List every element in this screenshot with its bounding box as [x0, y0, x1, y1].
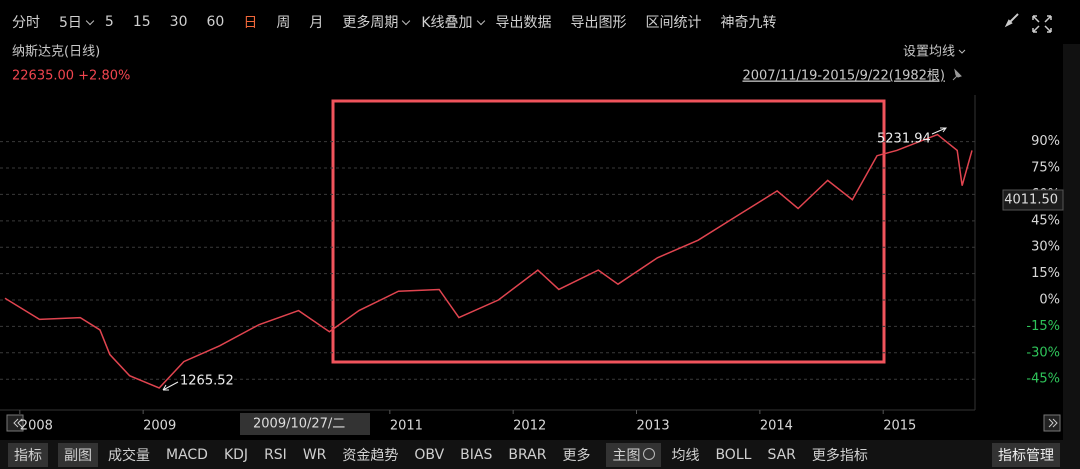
x-tick-label: 2012 — [513, 419, 546, 434]
highlight-box — [331, 99, 886, 364]
fullscreen-icon[interactable] — [1032, 15, 1052, 33]
period-button[interactable]: 15 — [132, 14, 151, 30]
low-label: 1265.52 — [180, 374, 234, 389]
y-tick-label: 15% — [1031, 266, 1060, 281]
price-label: 4011.50 — [1004, 193, 1058, 208]
indicator-button[interactable]: BRAR — [508, 446, 547, 463]
caret — [476, 16, 485, 26]
caret — [85, 16, 95, 26]
period-toolbar: 分时 5日 5 15 30 60 日 周 月 更多周期 K线叠加 导出数据 导出图形 区间统计 神奇九转 — [0, 0, 1080, 44]
indicator-button[interactable]: 均线 — [671, 447, 700, 464]
indicator-button[interactable]: BIAS — [460, 446, 493, 463]
x-tick-label: 2009 — [143, 419, 176, 434]
period-button[interactable]: 周 — [276, 15, 291, 31]
y-tick-label: -30% — [1026, 345, 1060, 360]
indicator-button[interactable]: BOLL — [715, 446, 752, 463]
indicator-button[interactable]: 主图 — [606, 442, 662, 467]
period-button[interactable]: 更多周期 — [342, 12, 411, 32]
caret — [402, 16, 411, 26]
scroll-left-icon — [13, 418, 23, 428]
x-tick-label: 2014 — [760, 419, 793, 434]
indicator-button[interactable]: 副图 — [58, 442, 98, 467]
pin-icon[interactable] — [952, 68, 962, 81]
y-tick-label: -45% — [1026, 372, 1060, 387]
period-button[interactable]: 60 — [206, 14, 225, 30]
scroll-right[interactable] — [1043, 414, 1061, 432]
y-tick-label: 45% — [1031, 213, 1060, 228]
y-tick-label: 0% — [1039, 293, 1060, 308]
period-button[interactable]: 30 — [169, 14, 188, 30]
x-tick-label: 2011 — [390, 419, 423, 434]
x-tick-label: 2015 — [883, 419, 916, 434]
indicator-button[interactable]: OBV — [414, 446, 445, 463]
side-panel — [1063, 44, 1080, 440]
brush-icon[interactable] — [1004, 13, 1019, 28]
period-button[interactable]: 导出图形 — [570, 15, 627, 31]
period-button[interactable]: K线叠加 — [421, 12, 485, 32]
period-button[interactable]: 5日 — [59, 12, 95, 32]
scroll-left[interactable] — [6, 414, 24, 432]
y-tick-label: 75% — [1031, 161, 1060, 176]
instrument-name: 纳斯达克(日线) — [12, 45, 100, 60]
ma-setting[interactable]: 设置均线 — [903, 45, 955, 60]
indicator-button[interactable]: WR — [302, 446, 327, 463]
price-box — [1002, 189, 1064, 211]
period-button[interactable]: 分时 — [12, 15, 40, 31]
indicator-button[interactable]: MACD — [166, 446, 208, 463]
period-button[interactable]: 5 — [104, 14, 114, 30]
y-tick-label: 30% — [1031, 240, 1060, 255]
y-tick-label: 90% — [1031, 134, 1060, 149]
indicator-button[interactable]: SAR — [767, 446, 796, 463]
help-icon — [643, 447, 656, 460]
x-tick-label: 2013 — [637, 419, 670, 434]
period-button[interactable]: 神奇九转 — [720, 15, 777, 31]
caret — [958, 49, 966, 54]
cursor-box — [240, 413, 370, 435]
price-line — [4, 133, 973, 389]
period-button[interactable]: 日 — [243, 15, 258, 31]
scroll-right-icon — [1048, 418, 1058, 428]
high-arrow — [931, 127, 947, 135]
indicator-button[interactable]: KDJ — [223, 446, 249, 463]
indicator-button[interactable]: RSI — [264, 446, 287, 463]
period-button[interactable]: 月 — [309, 15, 324, 31]
indicator-button[interactable]: 资金趋势 — [342, 447, 399, 464]
period-button[interactable]: 区间统计 — [645, 15, 702, 31]
y-tick-label: -15% — [1026, 319, 1060, 334]
indicator-button[interactable]: 更多指标 — [811, 447, 868, 464]
indicator-button[interactable]: 指标 — [8, 442, 48, 467]
cursor-label: 2009/10/27/二 — [253, 417, 345, 432]
indicator-button[interactable]: 更多 — [562, 447, 591, 464]
high-label: 5231.94 — [877, 132, 931, 147]
quote: 22635.00 +2.80% — [12, 69, 130, 84]
date-range[interactable]: 2007/11/19-2015/9/22(1982根) — [742, 69, 945, 84]
period-button[interactable]: 导出数据 — [495, 15, 552, 31]
x-tick-label: 2008 — [20, 419, 53, 434]
indicator-manage[interactable]: 指标管理 — [992, 442, 1060, 467]
indicator-toolbar: 指标 副图 成交量 MACD KDJ RSI WR 资金趋势 OBV BIAS BRAR 更多 主图 均线… — [0, 440, 1080, 469]
low-arrow — [162, 381, 179, 391]
indicator-button[interactable]: 成交量 — [108, 447, 150, 464]
